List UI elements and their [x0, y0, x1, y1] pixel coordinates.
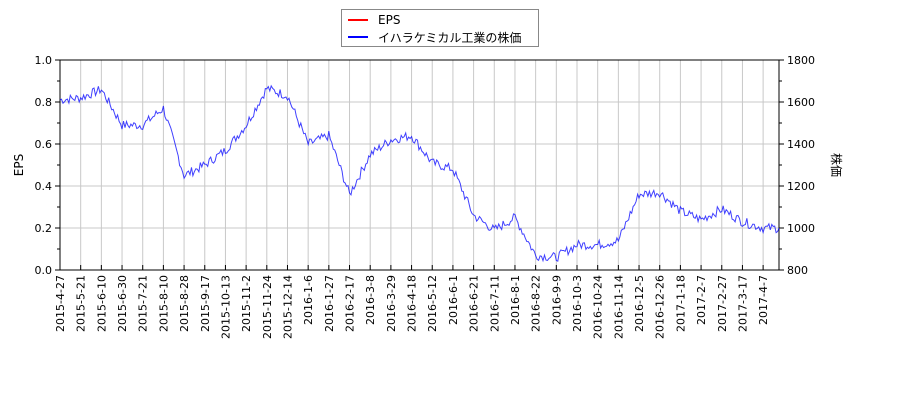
y-axis-right-title: 株価	[829, 153, 844, 177]
x-tick-label: 2016-9-9	[550, 275, 563, 325]
x-tick-label: 2017-2-7	[695, 275, 708, 325]
x-tick-label: 2015-5-21	[75, 275, 88, 332]
x-tick-label: 2015-11-24	[261, 275, 274, 339]
y-tick-left: 0.2	[35, 222, 53, 235]
y-tick-left: 0.4	[35, 180, 53, 193]
x-tick-label: 2015-11-2	[240, 275, 253, 332]
y-tick-left: 0.0	[35, 264, 53, 277]
y-tick-right: 800	[787, 264, 808, 277]
x-tick-label: 2015-9-17	[199, 275, 212, 332]
x-tick-label: 2017-4-7	[757, 275, 770, 325]
eps-swatch-icon	[348, 19, 368, 21]
x-tick-label: 2016-12-26	[654, 275, 667, 339]
legend: EPS イハラケミカル工業の株価	[341, 9, 539, 47]
x-tick-label: 2015-8-10	[157, 275, 170, 332]
y-tick-right: 1400	[787, 138, 815, 151]
x-tick-label: 2016-8-1	[509, 275, 522, 325]
x-tick-label: 2015-7-21	[137, 275, 150, 332]
x-tick-label: 2015-8-28	[178, 275, 191, 332]
x-tick-label: 2015-6-30	[116, 275, 129, 332]
legend-label-price: イハラケミカル工業の株価	[378, 30, 522, 45]
x-tick-label: 2016-7-11	[488, 275, 501, 332]
x-axis-labels: 2015-4-27 2015-5-21 2015-6-10 2015-6-30 2015…	[54, 275, 770, 339]
x-tick-label: 2016-1-27	[323, 275, 336, 332]
x-tick-label: 2016-10-24	[592, 275, 605, 339]
x-tick-label: 2015-12-14	[281, 275, 294, 339]
axis-ticks	[55, 59, 784, 271]
legend-item-eps: EPS	[348, 12, 400, 28]
x-tick-label: 2016-3-29	[385, 275, 398, 332]
x-tick-label: 2017-1-18	[674, 275, 687, 332]
x-tick-label: 2016-11-14	[612, 275, 625, 339]
x-tick-label: 2016-2-17	[344, 275, 357, 332]
y-tick-right: 1200	[787, 180, 815, 193]
x-tick-label: 2016-5-12	[426, 275, 439, 332]
x-tick-label: 2016-8-22	[530, 275, 543, 332]
x-tick-label: 2016-12-5	[633, 275, 646, 332]
x-tick-label: 2017-2-27	[716, 275, 729, 332]
y-tick-right: 1800	[787, 54, 815, 67]
x-tick-label: 2016-4-18	[406, 275, 419, 332]
y-tick-left: 1.0	[35, 54, 53, 67]
grid-lines	[60, 60, 779, 270]
x-tick-label: 2015-4-27	[54, 275, 67, 332]
legend-label-eps: EPS	[378, 13, 401, 27]
x-tick-label: 2016-6-1	[447, 275, 460, 325]
y-axis-left-title: EPS	[12, 154, 26, 176]
x-tick-label: 2016-1-6	[302, 275, 315, 325]
x-tick-label: 2015-6-10	[95, 275, 108, 332]
y-tick-right: 1000	[787, 222, 815, 235]
y-tick-left: 0.8	[35, 96, 53, 109]
y-tick-right: 1600	[787, 96, 815, 109]
x-tick-label: 2015-10-13	[219, 275, 232, 339]
y-axis-left-labels: 0.0 0.2 0.4 0.6 0.8 1.0	[35, 54, 53, 277]
price-swatch-icon	[348, 36, 368, 38]
plot-area	[59, 59, 780, 271]
legend-item-price: イハラケミカル工業の株価	[348, 29, 521, 45]
y-tick-left: 0.6	[35, 138, 53, 151]
x-tick-label: 2016-10-3	[571, 275, 584, 332]
x-tick-label: 2016-3-8	[364, 275, 377, 325]
y-axis-right-labels: 800 1000 1200 1400 1600 1800	[787, 54, 815, 277]
x-tick-label: 2016-6-21	[468, 275, 481, 332]
x-tick-label: 2017-3-17	[736, 275, 749, 332]
stock-price-line	[59, 84, 780, 263]
